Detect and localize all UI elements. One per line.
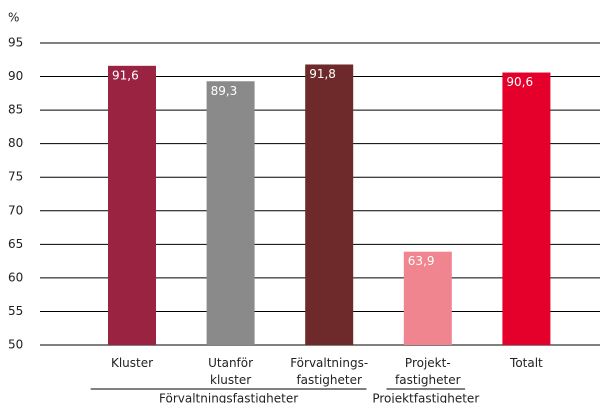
- bar: [403, 251, 452, 345]
- y-tick-label: 90: [8, 69, 23, 83]
- bar: [502, 72, 551, 345]
- value-label: 91,6: [112, 68, 139, 82]
- y-tick-label: 65: [8, 237, 23, 251]
- value-label: 90,6: [506, 75, 533, 89]
- x-tick-label-line: kluster: [210, 373, 251, 387]
- y-unit: %: [8, 11, 19, 25]
- x-tick-label: Kluster: [111, 356, 153, 370]
- value-label: 63,9: [408, 254, 435, 268]
- x-tick-label: Utanför kluster: [208, 356, 253, 387]
- y-tick-label: 55: [8, 304, 23, 318]
- x-tick-label: Förvaltnings-fastigheter: [290, 356, 368, 387]
- bar: [108, 65, 156, 345]
- bar: [206, 81, 255, 346]
- bar: [305, 64, 354, 345]
- x-tick-label: Totalt: [509, 356, 543, 370]
- x-tick-label-line: Utanför: [208, 356, 253, 370]
- group-label: Projektfastigheter: [372, 392, 479, 403]
- value-label: 91,8: [309, 67, 336, 81]
- x-tick-label-line: Kluster: [111, 356, 153, 370]
- x-tick-label-line: Förvaltnings-: [290, 356, 368, 370]
- y-tick-label: 95: [8, 36, 23, 50]
- x-tick-label-line: Projekt-: [405, 356, 451, 370]
- value-label: 89,3: [211, 84, 238, 98]
- y-tick-label: 50: [8, 338, 23, 352]
- x-tick-label-line: fastigheter: [296, 373, 362, 387]
- y-tick-label: 70: [8, 203, 23, 217]
- y-tick-label: 60: [8, 270, 23, 284]
- x-tick-label: Projekt-fastigheter: [395, 356, 461, 387]
- x-tick-label-line: Totalt: [509, 356, 543, 370]
- y-tick-label: 85: [8, 103, 23, 117]
- y-tick-label: 80: [8, 136, 23, 150]
- group-label: Förvaltningsfastigheter: [159, 392, 298, 403]
- x-tick-label-line: fastigheter: [395, 373, 461, 387]
- y-tick-label: 75: [8, 170, 23, 184]
